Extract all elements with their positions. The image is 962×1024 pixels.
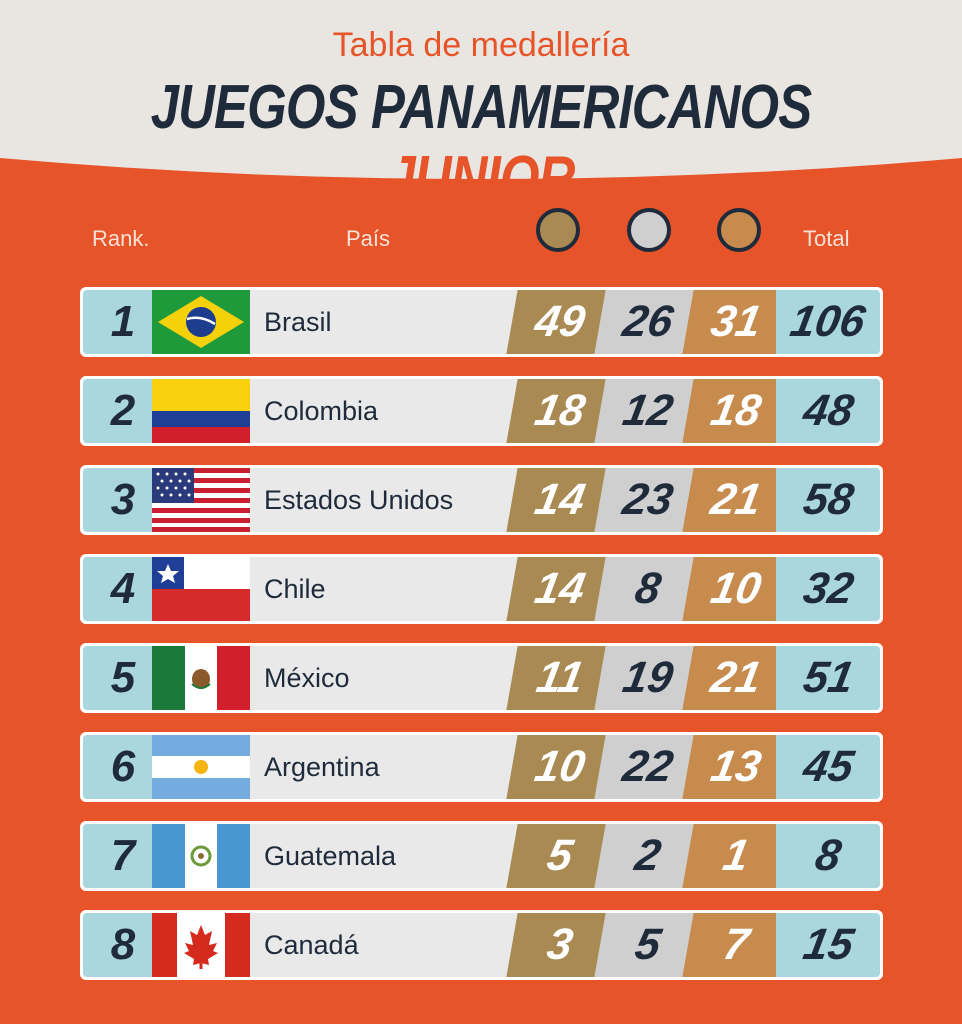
guatemala-flag-icon xyxy=(152,824,250,888)
header-curve xyxy=(0,0,962,179)
subtitle: Tabla de medallería xyxy=(332,26,630,64)
bronze-count: 10 xyxy=(682,557,790,621)
table-row: 4 Chile 14 8 10 32 xyxy=(80,554,883,624)
canada-flag-icon xyxy=(152,913,250,977)
table-row: 2 Colombia 18 12 18 48 xyxy=(80,376,883,446)
table-row: 7 Guatemala 5 2 1 8 xyxy=(80,821,883,891)
rank-value: 2 xyxy=(110,386,136,435)
rank-value: 6 xyxy=(110,742,136,791)
bronze-medal-icon xyxy=(717,208,761,252)
country-column-header: País xyxy=(346,226,391,251)
total-count: 15 xyxy=(799,920,857,969)
mexico-flag-icon xyxy=(152,646,250,710)
total-count: 8 xyxy=(811,831,845,880)
rank-value: 3 xyxy=(110,475,136,524)
total-count: 32 xyxy=(799,564,857,613)
rank-value: 4 xyxy=(110,564,136,613)
total-count: 45 xyxy=(799,742,857,791)
rank-value: 1 xyxy=(110,297,136,346)
table-row: 6 Argentina 10 22 13 45 xyxy=(80,732,883,802)
country-name: Colombia xyxy=(264,396,379,426)
rank-column-header: Rank. xyxy=(92,226,150,251)
country-name: Estados Unidos xyxy=(264,485,454,515)
bronze-count: 31 xyxy=(682,290,790,354)
country-name: Chile xyxy=(264,574,326,604)
rank-value: 5 xyxy=(110,653,136,702)
bronze-count: 21 xyxy=(682,468,790,532)
country-name: Argentina xyxy=(264,752,380,782)
total-column-header: Total xyxy=(803,226,850,251)
country-name: México xyxy=(264,663,350,693)
table-row: 3 Estados Unidos 14 2 xyxy=(80,465,883,535)
usa-flag-icon xyxy=(152,468,250,532)
colombia-flag-icon xyxy=(152,379,250,443)
bronze-count: 13 xyxy=(682,735,790,799)
chile-flag-icon xyxy=(152,557,250,621)
title-accent: JUNIOR xyxy=(387,144,575,213)
bronze-count: 7 xyxy=(682,913,790,977)
total-count: 58 xyxy=(799,475,857,524)
total-count: 106 xyxy=(787,297,870,346)
silver-medal-icon xyxy=(627,208,671,252)
country-name: Brasil xyxy=(264,307,332,337)
page-title: JUEGOS PANAMERICANOS JUNIOR xyxy=(87,72,876,214)
total-count: 51 xyxy=(799,653,857,702)
header: Tabla de medallería JUEGOS PANAMERICANOS… xyxy=(0,0,962,213)
bronze-count: 21 xyxy=(682,646,790,710)
table-row: 5 México 11 19 21 51 xyxy=(80,643,883,713)
country-name: Canadá xyxy=(264,930,359,960)
title-main: JUEGOS PANAMERICANOS xyxy=(150,73,812,142)
rank-value: 7 xyxy=(110,831,136,880)
rank-value: 8 xyxy=(110,920,136,969)
gold-medal-icon xyxy=(536,208,580,252)
brazil-flag-icon xyxy=(152,290,250,354)
argentina-flag-icon xyxy=(152,735,250,799)
bronze-count: 1 xyxy=(682,824,790,888)
total-count: 48 xyxy=(799,386,857,435)
table-row: 1 Brasil 49 26 31 106 xyxy=(80,287,883,357)
country-name: Guatemala xyxy=(264,841,397,871)
bronze-count: 18 xyxy=(682,379,790,443)
table-row: 8 Canadá 3 5 7 15 xyxy=(80,910,883,980)
